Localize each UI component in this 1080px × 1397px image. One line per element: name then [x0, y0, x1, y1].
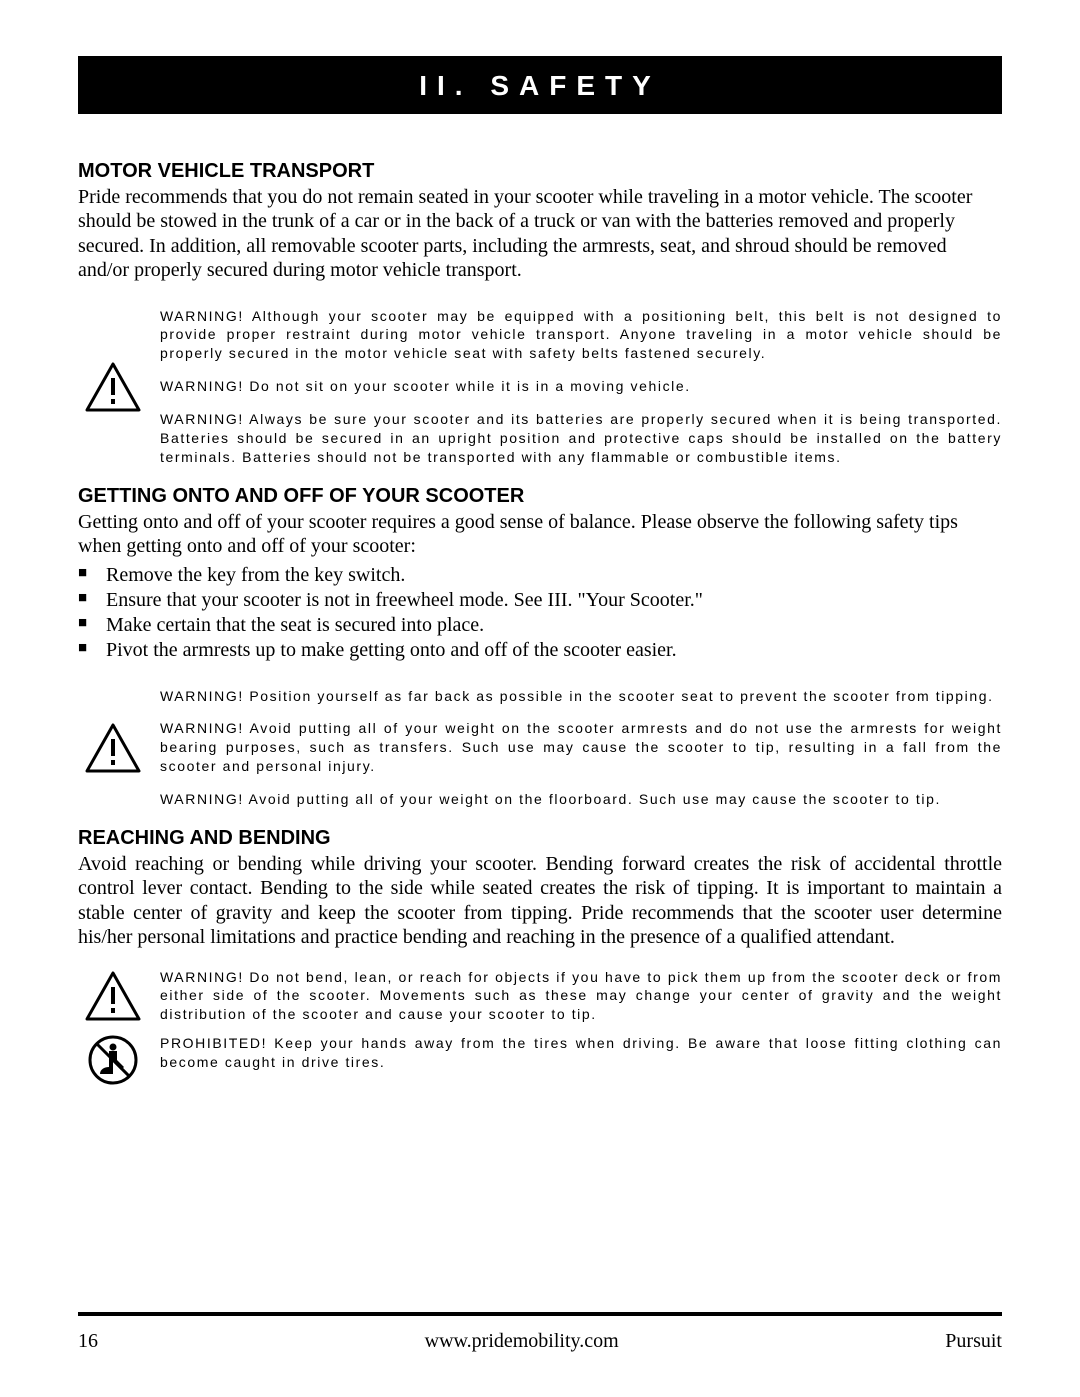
- section2-intro: Getting onto and off of your scooter req…: [78, 510, 1002, 559]
- document-page: II. SAFETY MOTOR VEHICLE TRANSPORT Pride…: [0, 0, 1080, 1086]
- section3-prohibited-block: PROHIBITED! Keep your hands away from th…: [78, 1034, 1002, 1086]
- section2-warning-block: WARNING! Position yourself as far back a…: [78, 687, 1002, 809]
- warning-text: WARNING! Do not bend, lean, or reach for…: [160, 968, 1002, 1025]
- section3-prohibited-texts: PROHIBITED! Keep your hands away from th…: [160, 1034, 1002, 1072]
- section-header-title: II. SAFETY: [419, 70, 661, 101]
- warning-text: WARNING! Position yourself as far back a…: [160, 687, 1002, 706]
- section2-warning-texts: WARNING! Position yourself as far back a…: [160, 687, 1002, 809]
- prohibited-circle-icon: [84, 1034, 142, 1086]
- section3-warning-texts: WARNING! Do not bend, lean, or reach for…: [160, 968, 1002, 1025]
- warning-text: WARNING! Avoid putting all of your weigh…: [160, 719, 1002, 776]
- footer-rule: [78, 1312, 1002, 1316]
- section3-body: Avoid reaching or bending while driving …: [78, 852, 1002, 950]
- section3-title: REACHING AND BENDING: [78, 827, 1002, 850]
- prohibited-text: PROHIBITED! Keep your hands away from th…: [160, 1034, 1002, 1072]
- page-number: 16: [78, 1330, 98, 1353]
- section1-warning-texts: WARNING! Although your scooter may be eq…: [160, 307, 1002, 467]
- warning-text: WARNING! Always be sure your scooter and…: [160, 410, 1002, 467]
- section2-bullets: Remove the key from the key switch. Ensu…: [78, 563, 1002, 663]
- list-item: Make certain that the seat is secured in…: [78, 613, 1002, 638]
- warning-triangle-icon: [84, 361, 142, 413]
- footer-url: www.pridemobility.com: [425, 1330, 619, 1353]
- section2-title: GETTING ONTO AND OFF OF YOUR SCOOTER: [78, 485, 1002, 508]
- section1-title: MOTOR VEHICLE TRANSPORT: [78, 160, 1002, 183]
- list-item: Pivot the armrests up to make getting on…: [78, 638, 1002, 663]
- list-item: Remove the key from the key switch.: [78, 563, 1002, 588]
- warning-text: WARNING! Although your scooter may be eq…: [160, 307, 1002, 364]
- section-header-bar: II. SAFETY: [78, 56, 1002, 114]
- section3-warning-block: WARNING! Do not bend, lean, or reach for…: [78, 968, 1002, 1025]
- warning-text: WARNING! Avoid putting all of your weigh…: [160, 790, 1002, 809]
- footer-line: 16 www.pridemobility.com Pursuit: [78, 1330, 1002, 1353]
- warning-triangle-icon: [84, 722, 142, 774]
- warning-text: WARNING! Do not sit on your scooter whil…: [160, 377, 1002, 396]
- list-item: Ensure that your scooter is not in freew…: [78, 588, 1002, 613]
- footer-model: Pursuit: [945, 1330, 1002, 1353]
- warning-triangle-icon: [84, 970, 142, 1022]
- section1-warning-block: WARNING! Although your scooter may be eq…: [78, 307, 1002, 467]
- page-footer: 16 www.pridemobility.com Pursuit: [78, 1312, 1002, 1353]
- section1-body: Pride recommends that you do not remain …: [78, 185, 1002, 283]
